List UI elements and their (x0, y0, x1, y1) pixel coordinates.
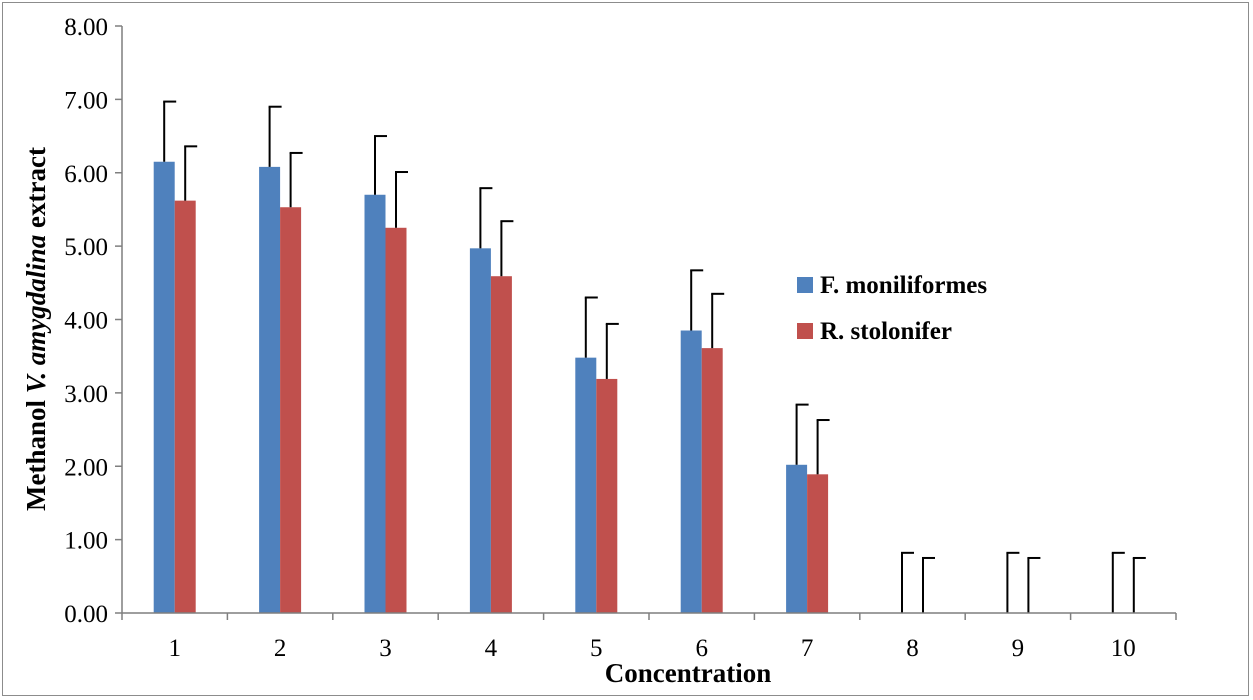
bar-f-moniliformes (786, 464, 808, 613)
bars (153, 161, 829, 614)
bar-r-stolonifer (807, 474, 829, 613)
y-tick-label: 5.00 (64, 234, 108, 261)
y-tick-label: 7.00 (64, 87, 108, 114)
bar-r-stolonifer (385, 227, 407, 613)
bar-f-moniliformes (680, 330, 702, 613)
y-tick-label: 8.00 (64, 14, 108, 41)
bar-f-moniliformes (575, 357, 597, 613)
x-tick-label: 3 (379, 635, 392, 662)
bar-f-moniliformes (364, 194, 386, 613)
y-axis-title: Methanol V. amygdalina extract (21, 147, 51, 511)
x-tick-label: 4 (485, 635, 498, 662)
y-tick-label: 4.00 (64, 308, 108, 335)
bar-r-stolonifer (490, 276, 512, 613)
legend-label-r-stolonifer: R. stolonifer (820, 318, 952, 345)
bar-r-stolonifer (701, 348, 723, 613)
x-tick-label: 8 (906, 635, 919, 662)
y-tick-label: 6.00 (64, 161, 108, 188)
y-axis-title-part-2: V. amygdalina (21, 235, 51, 394)
x-tick-label: 10 (1111, 635, 1136, 662)
bar-r-stolonifer (174, 200, 196, 613)
error-bars (163, 100, 1146, 613)
x-axis-title: Concentration (605, 658, 771, 688)
bar-f-moniliformes (469, 248, 491, 614)
bar-f-moniliformes (153, 161, 175, 613)
y-tick-label: 1.00 (64, 528, 108, 555)
bar-r-stolonifer (280, 207, 302, 613)
legend-label-f-moniliformes: F. moniliformes (820, 272, 987, 299)
bar-r-stolonifer (596, 378, 618, 613)
y-tick-label: 0.00 (64, 601, 108, 628)
x-tick-label: 1 (168, 635, 181, 662)
legend: F. moniliformes R. stolonifer (797, 272, 987, 345)
legend-swatch-r-stolonifer (797, 323, 813, 339)
bar-f-moniliformes (259, 166, 281, 613)
legend-swatch-f-moniliformes (797, 277, 813, 293)
x-tick-label: 9 (1012, 635, 1025, 662)
x-tick-label: 7 (801, 635, 814, 662)
y-tick-label: 2.00 (64, 454, 108, 481)
y-axis-ticks: 0.00 1.00 2.00 3.00 4.00 5.00 6.00 7.00 8.00 (64, 14, 122, 628)
y-axis-title-part-3: extract (21, 147, 51, 235)
x-tick-label: 5 (590, 635, 603, 662)
x-tick-label: 2 (274, 635, 287, 662)
x-tick-label: 6 (695, 635, 708, 662)
x-axis-ticks: 1 2 3 4 5 6 7 8 9 10 (121, 613, 1177, 662)
y-axis-title-part-1: Methanol (21, 393, 51, 511)
y-tick-label: 3.00 (64, 381, 108, 408)
